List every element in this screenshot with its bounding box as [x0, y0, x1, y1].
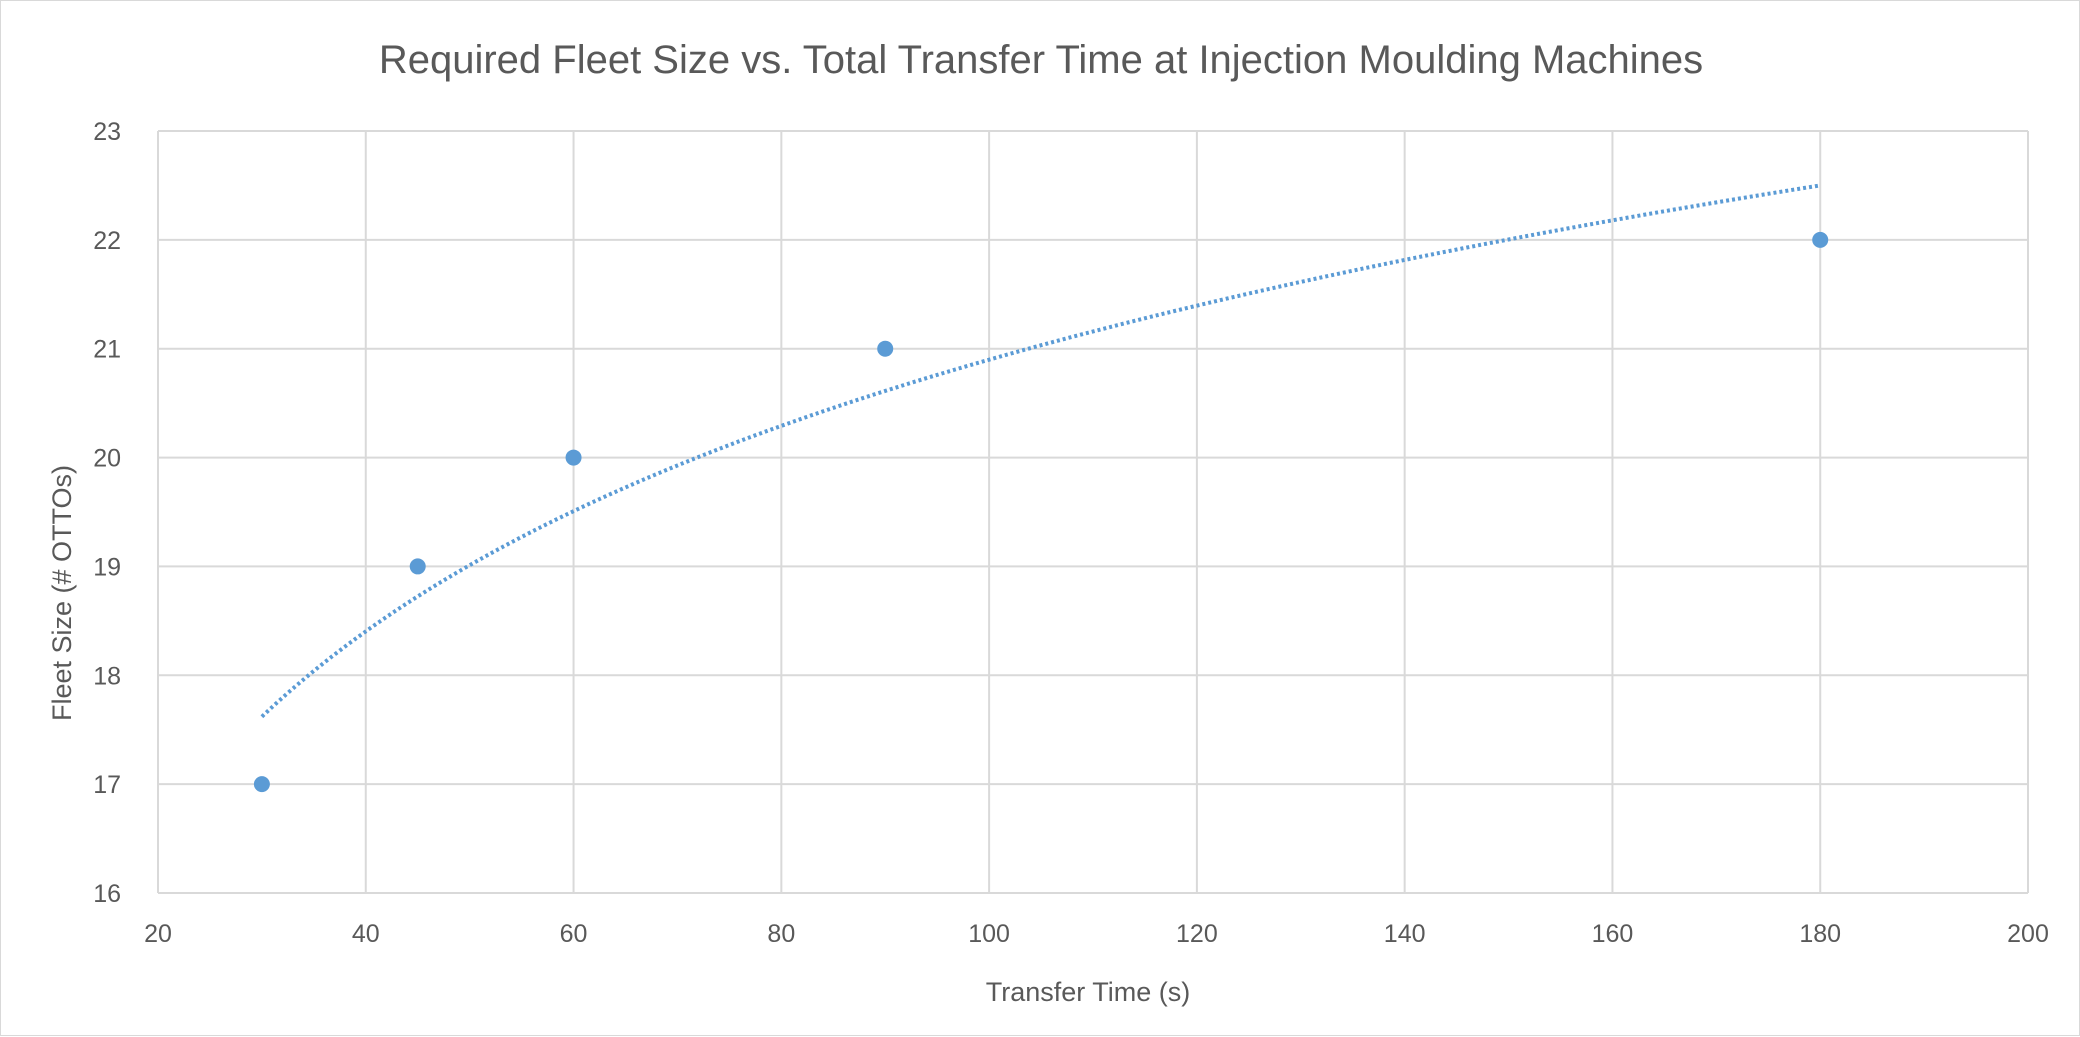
- y-tick-label: 17: [93, 771, 121, 799]
- x-tick-label: 120: [1176, 920, 1218, 948]
- data-point: [409, 558, 426, 575]
- x-tick-label: 160: [1592, 920, 1634, 948]
- x-tick-label: 40: [352, 920, 380, 948]
- y-tick-label: 19: [93, 553, 121, 581]
- x-tick-label: 60: [560, 920, 588, 948]
- x-tick-label: 80: [767, 920, 795, 948]
- gridlines: [157, 130, 2029, 894]
- y-tick-label: 22: [93, 227, 121, 255]
- y-tick-label: 23: [93, 118, 121, 146]
- data-point: [877, 340, 894, 357]
- trendline-layer: [260, 183, 1821, 719]
- x-tick-label: 20: [144, 920, 172, 948]
- x-tick-label: 140: [1384, 920, 1426, 948]
- y-tick-label: 16: [93, 880, 121, 908]
- x-tick-label: 200: [2007, 920, 2049, 948]
- data-point: [565, 449, 582, 466]
- data-point: [253, 776, 270, 793]
- x-tick-label: 180: [1799, 920, 1841, 948]
- tick-labels: 20 40 60 80 100 120 140 160 180 200 16 17 18 19 20 21 22…: [93, 118, 2049, 948]
- x-tick-label: 100: [968, 920, 1010, 948]
- data-points: [253, 231, 1829, 793]
- trendline: [260, 183, 1821, 719]
- y-axis-label: Fleet Size (# OTTOs): [47, 465, 77, 721]
- y-tick-label: 21: [93, 336, 121, 364]
- y-tick-label: 18: [93, 662, 121, 690]
- data-point: [1812, 231, 1829, 248]
- x-axis-label: Transfer Time (s): [986, 977, 1191, 1007]
- y-tick-label: 20: [93, 445, 121, 473]
- chart-title: Required Fleet Size vs. Total Transfer T…: [379, 38, 1703, 82]
